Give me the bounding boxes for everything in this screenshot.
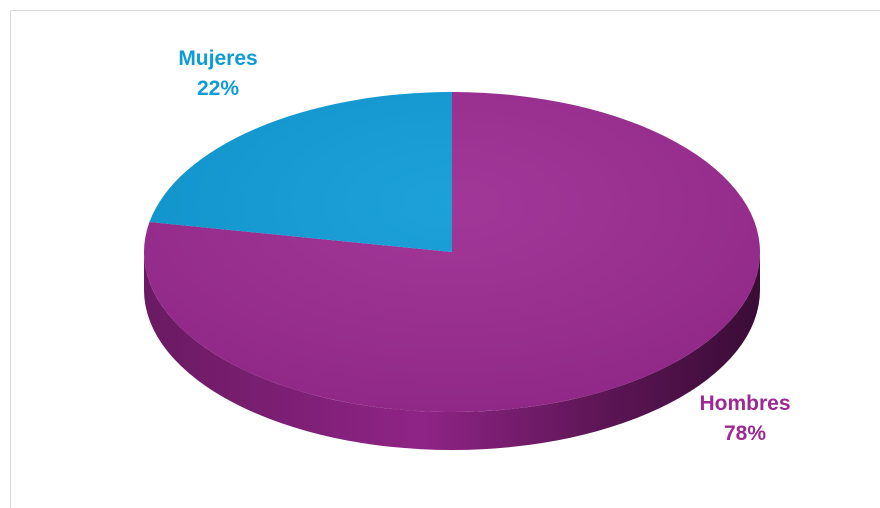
slice-name-hombres: Hombres: [699, 392, 791, 415]
slice-name-mujeres: Mujeres: [178, 47, 258, 70]
slice-percent-mujeres: 22%: [196, 77, 240, 100]
pie-side-wall-hombres: [144, 252, 760, 450]
pie-top-highlight: [144, 92, 760, 412]
slice-label-mujeres: Mujeres 22%: [158, 44, 278, 104]
slice-percent-hombres: 78%: [723, 422, 767, 445]
pie-side-wall: [144, 252, 760, 450]
pie-top-surface: [144, 92, 761, 413]
slice-label-hombres: Hombres 78%: [680, 389, 810, 449]
